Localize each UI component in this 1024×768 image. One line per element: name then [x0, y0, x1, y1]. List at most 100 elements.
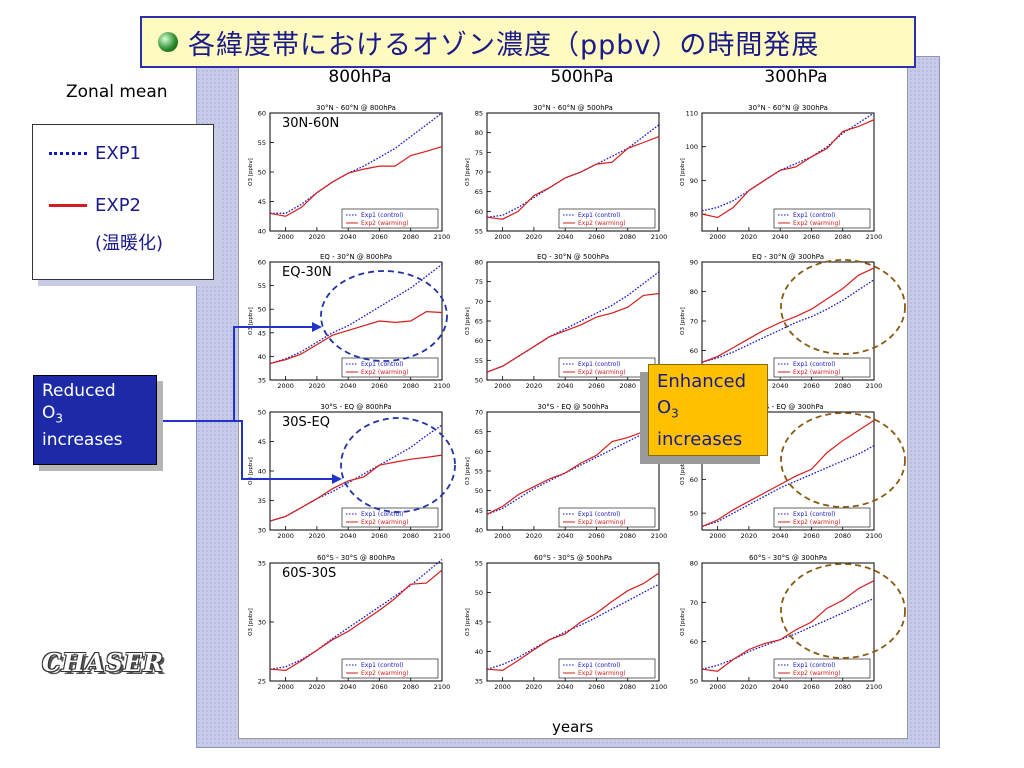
chart-7-ytick-label: 50: [475, 487, 483, 495]
chart-2-legend-exp1: Exp1 (control): [793, 212, 835, 219]
chart-7-ytick-label: 40: [475, 527, 483, 535]
legend-exp1: EXP1: [49, 143, 141, 164]
chart-4-ytick-label: 80: [475, 259, 483, 267]
col-header-500hpa: 500hPa: [550, 67, 614, 87]
chart-3-series-exp2: [269, 310, 443, 365]
bullet-icon: [158, 32, 178, 52]
chart-2-xtick-label: 2100: [866, 233, 883, 241]
chart-7-xtick-label: 2100: [651, 532, 668, 540]
chart-2-legend: [773, 208, 871, 229]
legend-exp2-label: EXP2: [95, 195, 142, 216]
eq30n-800-highlight: [320, 270, 448, 362]
chart-6-xtick-label: 2020: [309, 532, 326, 540]
chart-10-ytick-label: 50: [475, 589, 483, 597]
chart-9-legend: [341, 658, 439, 679]
chart-9-region-label: 60S-30S: [282, 566, 336, 581]
eq30n-300-highlight: [780, 259, 906, 355]
chart-7-title: 30°S - EQ @ 500hPa: [537, 403, 608, 411]
chart-8-xtick-label: 2100: [866, 532, 883, 540]
chart-10-xtick-label: 2000: [494, 683, 511, 691]
chart-0-ytick-label: 45: [258, 198, 266, 206]
chart-3-xtick-label: 2100: [434, 382, 451, 390]
chart-11-xtick-label: 2020: [741, 683, 758, 691]
chart-6-title: 30°S - EQ @ 800hPa: [320, 403, 391, 411]
chart-3-ytick-label: 45: [258, 329, 266, 337]
chart-1-xtick-label: 2100: [651, 233, 668, 241]
chart-0-xtick-label: 2100: [434, 233, 451, 241]
chart-3-legend-exp2: Exp2 (warming): [361, 369, 409, 376]
chart-11-xtick-label: 2060: [803, 683, 820, 691]
chart-9-title: 60°S - 30°S @ 800hPa: [317, 554, 395, 562]
x-axis-label: years: [552, 718, 594, 736]
chart-8-xtick-label: 2080: [834, 532, 851, 540]
chart-9-xtick-label: 2060: [371, 683, 388, 691]
chart-3-legend: [341, 357, 439, 378]
legend-exp1-label: EXP1: [95, 143, 142, 164]
chart-10-legend: [558, 658, 656, 679]
chart-7-xtick-label: 2060: [588, 532, 605, 540]
chart-2-ytick-label: 100: [686, 143, 698, 151]
chart-6-ytick-label: 30: [258, 527, 266, 535]
chart-4-xtick-label: 2020: [526, 382, 543, 390]
chart-9-ytick-label: 35: [258, 560, 266, 568]
chart-11-ytick-label: 60: [690, 638, 698, 646]
chart-0-title: 30°N - 60°N @ 800hPa: [316, 104, 396, 112]
chart-7-xtick-label: 2040: [557, 532, 574, 540]
chart-11-legend-exp2: Exp2 (warming): [793, 670, 841, 677]
chart-7-series-exp2: [486, 427, 660, 515]
chart-6-ytick-label: 45: [258, 438, 266, 446]
chart-8-xtick-label: 2000: [709, 532, 726, 540]
chart-0-ytick-label: 40: [258, 228, 266, 236]
chart-3-ytick-label: 40: [258, 353, 266, 361]
chart-8-xtick-label: 2040: [772, 532, 789, 540]
chart-9-ylabel: O3 [ppbv]: [248, 608, 254, 636]
chart-9-ytick-label: 30: [258, 619, 266, 627]
chart-6-ytick-label: 40: [258, 468, 266, 476]
chart-5-series-exp1: [701, 279, 875, 363]
zonal-mean-label: Zonal mean: [66, 82, 168, 102]
chart-5-legend: [773, 357, 871, 378]
chart-11-xtick-label: 2040: [772, 683, 789, 691]
arrowhead-eq30n: [312, 322, 322, 332]
chart-7-xtick-label: 2020: [526, 532, 543, 540]
chart-11-ytick-label: 80: [690, 560, 698, 568]
chart-2-xtick-label: 2020: [741, 233, 758, 241]
chart-6-region-label: 30S-EQ: [282, 415, 330, 430]
chart-9-xtick-label: 2040: [340, 683, 357, 691]
chart-8-ytick-label: 60: [690, 476, 698, 484]
chart-0-legend: [341, 208, 439, 229]
chart-0-xtick-label: 2080: [402, 233, 419, 241]
chart-4-ytick-label: 70: [475, 298, 483, 306]
chart-3-xtick-label: 2080: [402, 382, 419, 390]
chart-1-xtick-label: 2080: [619, 233, 636, 241]
chart-10-xtick-label: 2100: [651, 683, 668, 691]
legend-exp2-swatch: [49, 204, 87, 207]
chart-10-xtick-label: 2080: [619, 683, 636, 691]
chart-1-series-exp2: [486, 136, 660, 220]
legend-exp2-note: (温暖化): [95, 233, 164, 254]
chart-0-ytick-label: 50: [258, 169, 266, 177]
chart-7-legend-exp1: Exp1 (control): [578, 511, 620, 518]
chart-10-xtick-label: 2040: [557, 683, 574, 691]
chart-0-region-label: 30N-60N: [282, 116, 339, 131]
slide-title-box: 各緯度帯におけるオゾン濃度（ppbv）の時間発展: [140, 16, 916, 68]
chart-1-ytick-label: 55: [475, 228, 483, 236]
chart-10-ytick-label: 45: [475, 619, 483, 627]
chart-11-ytick-label: 50: [690, 678, 698, 686]
chart-2-series-exp1: [701, 112, 875, 212]
chart-10-title: 60°S - 30°S @ 500hPa: [534, 554, 612, 562]
chart-6-xtick-label: 2040: [340, 532, 357, 540]
chart-11-series-exp2: [701, 580, 875, 672]
chart-7-legend: [558, 507, 656, 528]
chart-10-xtick-label: 2060: [588, 683, 605, 691]
chart-8-title: 30°S - EQ @ 300hPa: [752, 403, 823, 411]
chart-4-ytick-label: 55: [475, 357, 483, 365]
chart-11-ytick-label: 70: [690, 599, 698, 607]
chart-0-ylabel: O3 [ppbv]: [248, 158, 254, 186]
chart-9-series-exp1: [269, 558, 443, 670]
chart-3-region-label: EQ-30N: [282, 265, 332, 280]
chart-4-xtick-label: 2080: [619, 382, 636, 390]
legend-box: EXP1 EXP2 (温暖化): [32, 124, 214, 280]
chart-9-legend-exp2: Exp2 (warming): [361, 670, 409, 677]
chaser-logo: CHASER: [42, 648, 164, 677]
